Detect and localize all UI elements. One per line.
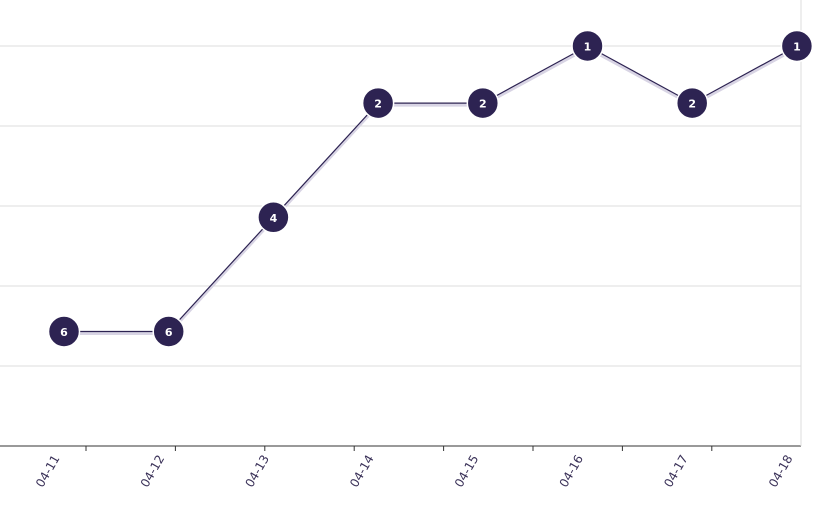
data-point-label: 6 <box>165 326 173 339</box>
x-tick-label: 04-16 <box>557 453 587 490</box>
data-point: 6 <box>152 315 185 348</box>
series-line-group <box>64 45 798 335</box>
x-tick-label: 04-15 <box>452 453 482 490</box>
series-line <box>64 45 798 333</box>
data-point-label: 2 <box>374 98 382 111</box>
data-point: 1 <box>571 29 604 63</box>
data-point-label: 2 <box>688 98 696 111</box>
data-point-marker <box>152 315 185 348</box>
x-tick-label: 04-17 <box>661 453 691 490</box>
data-point: 2 <box>675 86 709 120</box>
data-point-marker <box>257 201 290 234</box>
data-point-marker <box>47 315 81 348</box>
x-tick-label: 04-11 <box>33 453 63 490</box>
x-tick-label: 04-18 <box>766 453 796 490</box>
x-axis-tick-labels: 04-11 04-12 04-13 04-14 04-15 04-16 04-17 04-18 <box>33 453 795 490</box>
data-point: 6 <box>47 315 81 348</box>
grid-lines <box>0 45 801 367</box>
data-point-label: 2 <box>479 98 487 111</box>
data-point-marker <box>675 86 709 120</box>
axes <box>0 0 802 451</box>
data-point-label: 1 <box>793 41 801 54</box>
data-point-label: 4 <box>270 212 278 225</box>
data-point-marker <box>361 86 395 120</box>
x-tick-label: 04-14 <box>347 453 377 490</box>
series-line-shadow <box>64 46 798 335</box>
x-tick-label: 04-13 <box>242 453 272 490</box>
data-point: 2 <box>466 86 500 120</box>
data-point-marker <box>571 29 604 63</box>
data-point-label: 6 <box>60 326 68 339</box>
data-point: 4 <box>257 201 290 234</box>
data-point: 1 <box>780 29 814 63</box>
data-point-marker <box>780 29 814 63</box>
data-point-marker <box>466 86 500 120</box>
x-tick-label: 04-12 <box>138 453 168 490</box>
data-points: 6 6 4 2 2 1 2 1 <box>47 29 814 348</box>
data-point-label: 1 <box>584 41 592 54</box>
data-point: 2 <box>361 86 395 120</box>
